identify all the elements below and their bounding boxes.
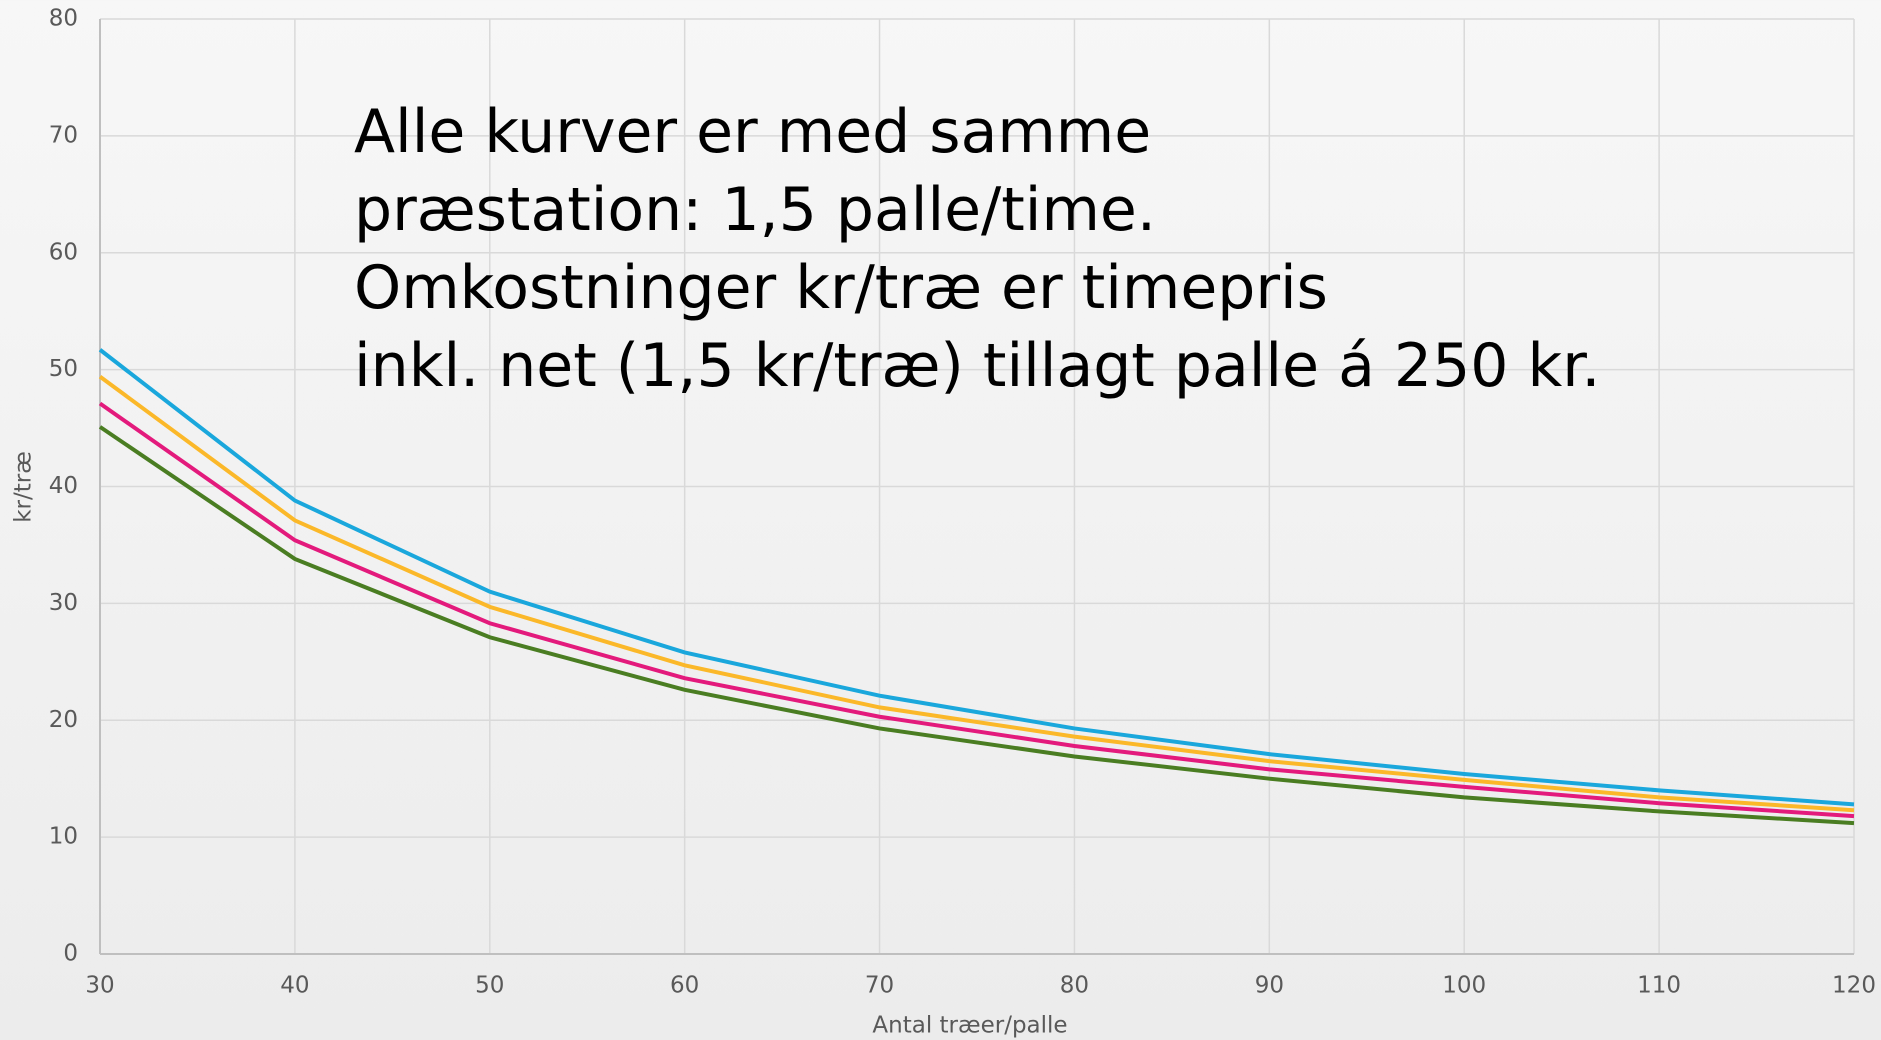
series-line bbox=[98, 425, 1855, 826]
x-tick-label: 30 bbox=[85, 973, 114, 999]
x-tick-label: 40 bbox=[280, 973, 309, 999]
x-tick-label: 70 bbox=[865, 973, 894, 999]
series-line bbox=[98, 348, 1855, 807]
y-tick-label: 20 bbox=[49, 707, 78, 733]
annotation: Omkostninger kr/træ er timepris bbox=[354, 253, 1328, 323]
series-line bbox=[98, 401, 1855, 819]
x-tick-label: 100 bbox=[1442, 973, 1486, 999]
x-tick-label: 110 bbox=[1637, 973, 1681, 999]
y-axis-label: kr/træ bbox=[11, 451, 37, 523]
y-tick-label: 80 bbox=[49, 6, 78, 32]
series-line bbox=[98, 375, 1855, 813]
x-axis-label: Antal træer/palle bbox=[872, 1013, 1067, 1039]
annotation: Alle kurver er med samme bbox=[354, 97, 1151, 167]
y-tick-label: 70 bbox=[49, 122, 78, 148]
x-tick-label: 80 bbox=[1060, 973, 1089, 999]
annotation: inkl. net (1,5 kr/træ) tillagt palle á 2… bbox=[354, 331, 1601, 401]
y-tick-label: 40 bbox=[49, 473, 78, 499]
x-tick-label: 120 bbox=[1832, 973, 1876, 999]
y-tick-label: 30 bbox=[49, 590, 78, 616]
y-tick-label: 0 bbox=[63, 941, 78, 967]
x-tick-label: 90 bbox=[1255, 973, 1284, 999]
y-tick-label: 10 bbox=[49, 824, 78, 850]
annotation: præstation: 1,5 palle/time. bbox=[354, 175, 1156, 245]
x-tick-label: 60 bbox=[670, 973, 699, 999]
y-tick-label: 60 bbox=[49, 239, 78, 265]
x-tick-label: 50 bbox=[475, 973, 504, 999]
y-tick-label: 50 bbox=[49, 356, 78, 382]
